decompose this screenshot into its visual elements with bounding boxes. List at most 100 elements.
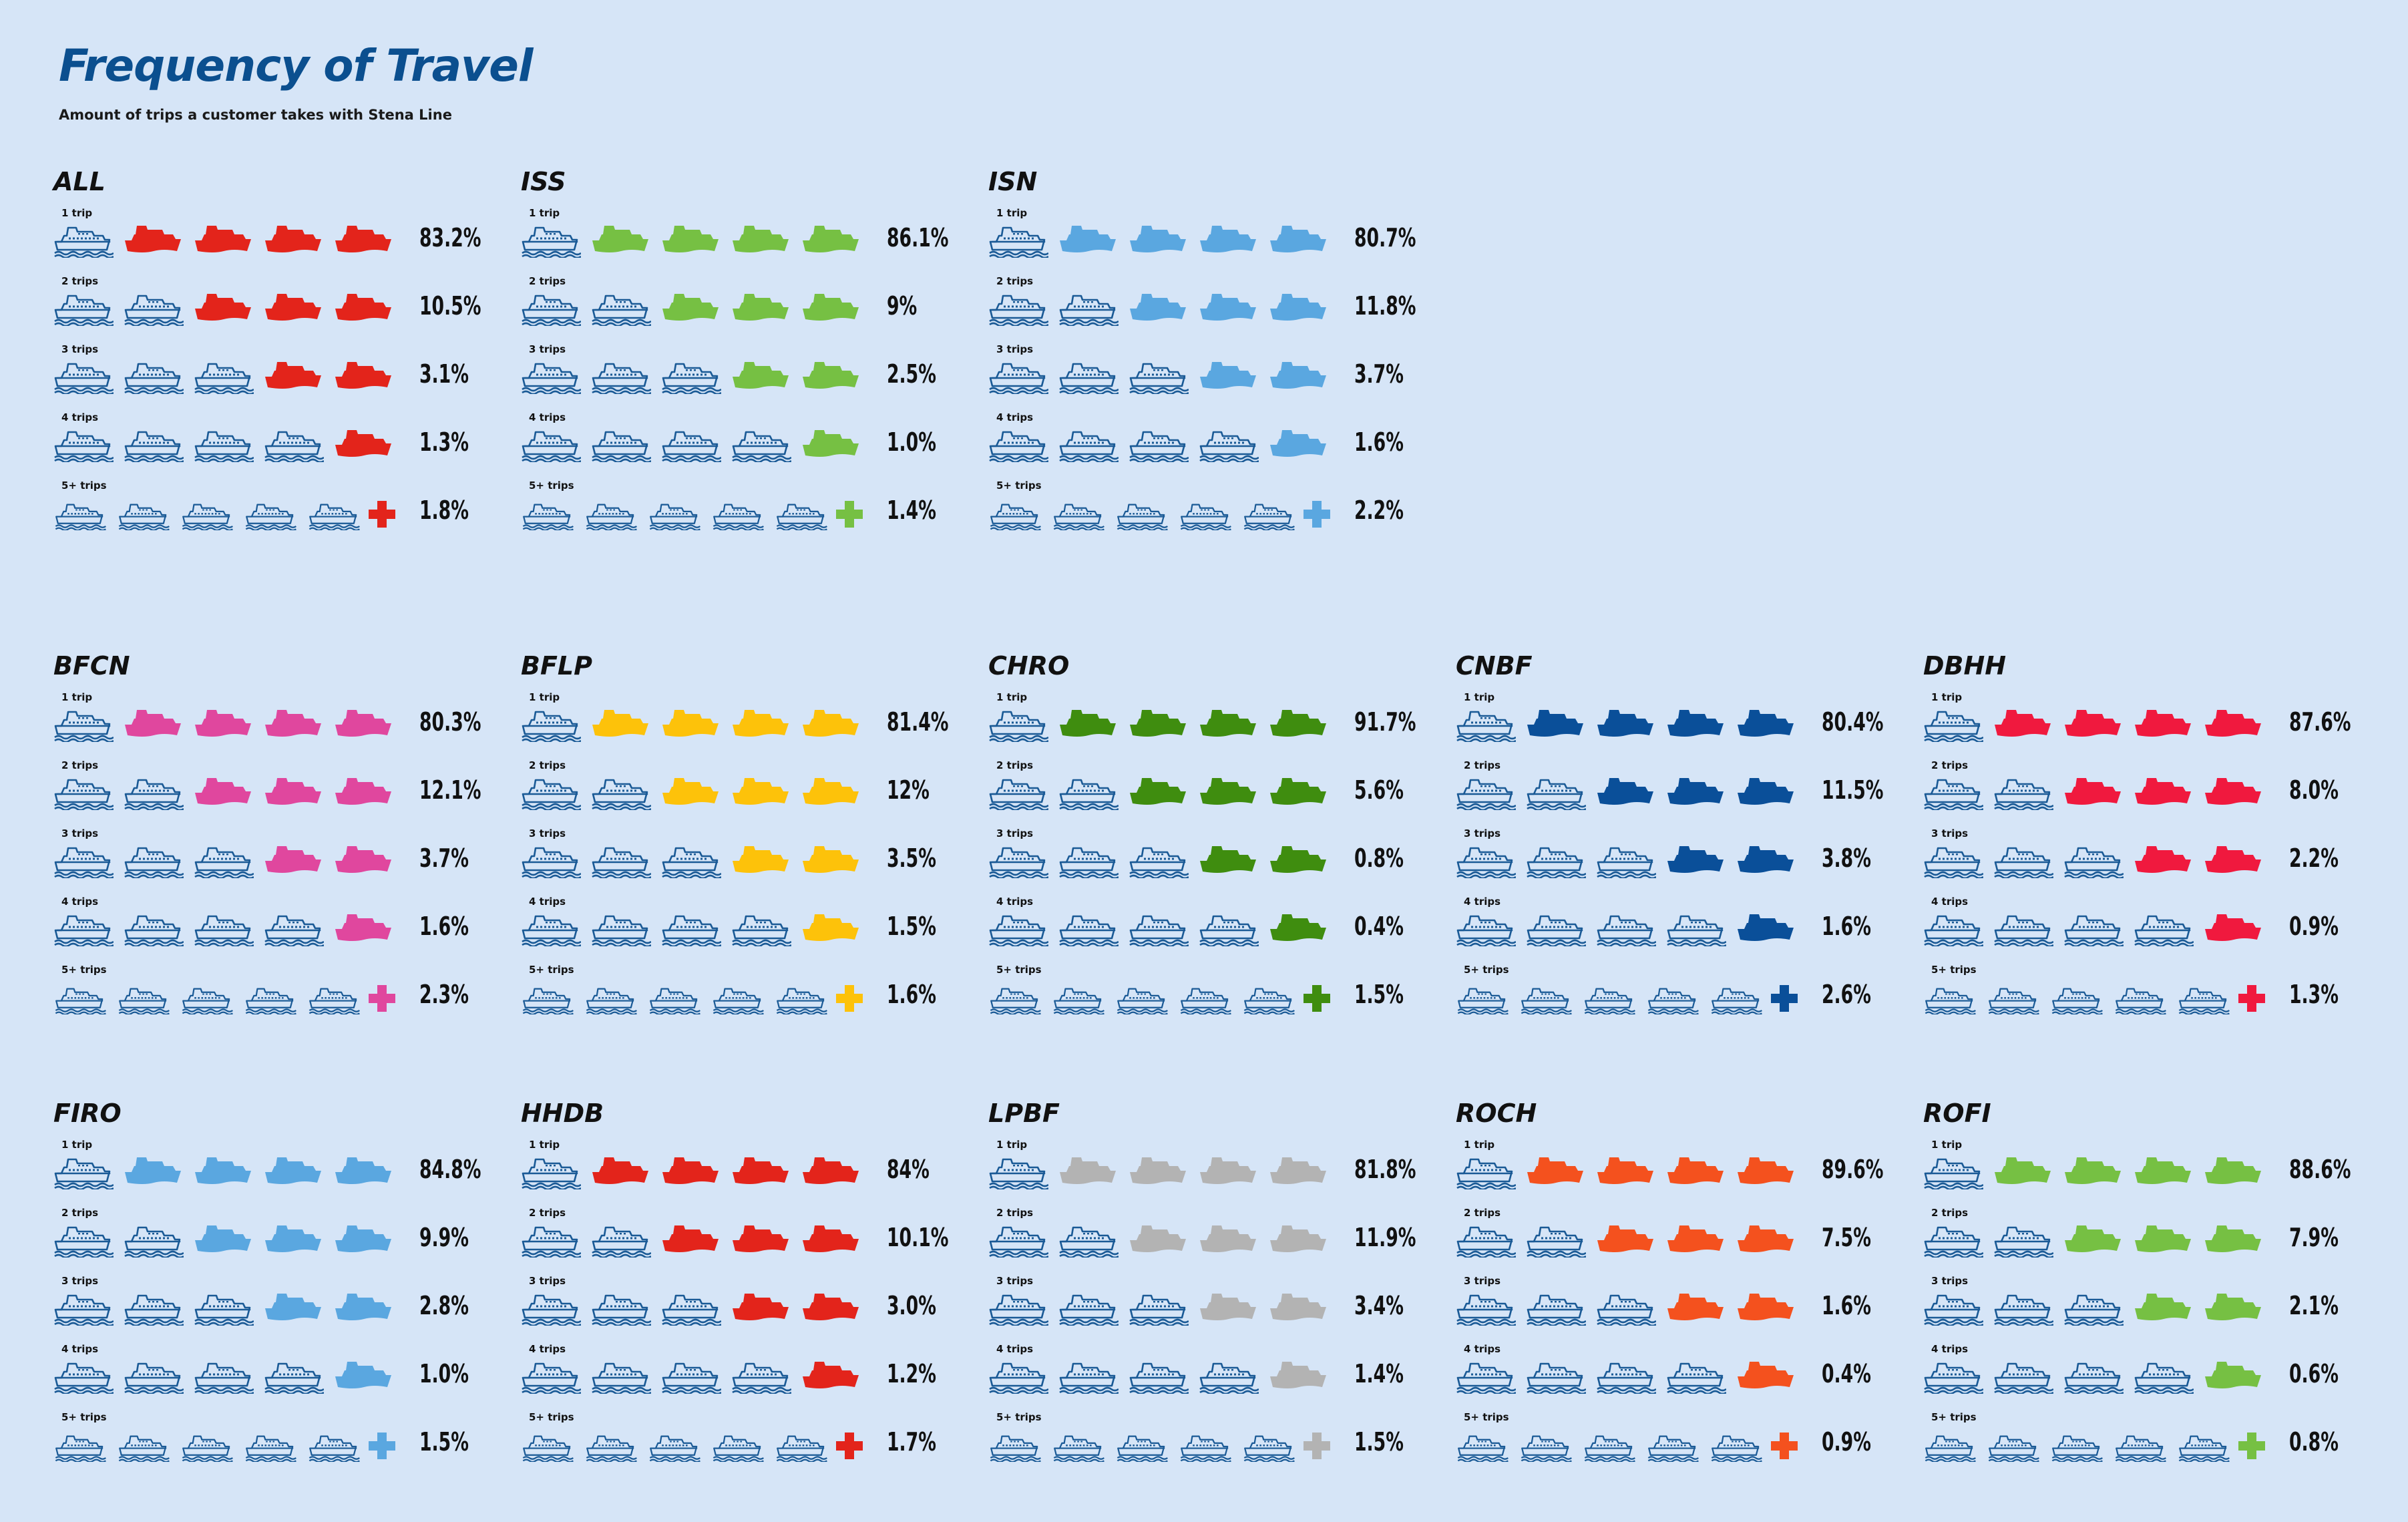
route-name: CNBF xyxy=(1456,651,1533,681)
ship-filled-icon xyxy=(1199,706,1259,742)
percent-value: 3.5% xyxy=(887,843,936,873)
percent-value: 10.1% xyxy=(887,1223,949,1252)
trip-label: 4 trips xyxy=(529,411,566,423)
trip-row: 2 trips 10.1% xyxy=(521,1207,982,1267)
ship-outline-icon xyxy=(521,426,582,463)
trip-row: 5+ trips xyxy=(988,1411,1449,1471)
percent-value: 10.5% xyxy=(419,291,481,321)
percent-value: 0.8% xyxy=(2289,1427,2339,1457)
percent-value: 81.4% xyxy=(887,707,949,737)
trip-row: 1 trip 83.2% xyxy=(53,207,514,267)
ship-filled-icon xyxy=(731,1290,791,1326)
route-panel-all: ALL 1 trip 83.2% 2 trips xyxy=(53,167,514,541)
ship-outline-icon xyxy=(1987,1431,2040,1463)
trip-row: 4 trips xyxy=(521,411,982,471)
ship-filled-icon xyxy=(801,426,861,462)
trip-label: 2 trips xyxy=(996,759,1034,771)
trip-label: 2 trips xyxy=(1464,1207,1501,1219)
ship-filled-icon xyxy=(1736,1358,1796,1394)
ship-filled-icon xyxy=(264,1290,324,1326)
ship-outline-icon xyxy=(264,426,325,463)
trip-row: 2 trips 10.5% xyxy=(53,275,514,335)
percent-value: 1.5% xyxy=(1354,980,1404,1009)
ship-filled-icon xyxy=(1058,222,1119,258)
ship-outline-icon xyxy=(1199,1358,1259,1395)
ship-outline-icon xyxy=(591,426,652,463)
ship-outline-icon xyxy=(1526,1221,1587,1259)
ship-outline-icon xyxy=(2134,1358,2194,1395)
trip-row: 3 trips 3.0 xyxy=(521,1275,982,1335)
trip-label: 5+ trips xyxy=(529,480,574,492)
ship-outline-icon xyxy=(591,910,652,948)
ship-outline-icon xyxy=(1058,842,1119,880)
route-name: BFCN xyxy=(53,651,130,681)
ship-filled-icon xyxy=(2063,706,2124,742)
ship-outline-icon xyxy=(180,1431,234,1463)
trip-row: 2 trips 8.0% xyxy=(1923,759,2384,819)
ship-outline-icon xyxy=(124,1290,184,1327)
ship-outline-icon xyxy=(117,984,170,1016)
percent-value: 80.3% xyxy=(419,707,481,737)
percent-value: 84.8% xyxy=(419,1155,481,1184)
ship-filled-icon xyxy=(1736,1221,1796,1258)
ship-outline-icon xyxy=(180,500,234,532)
ship-outline-icon xyxy=(53,774,114,811)
percent-value: 81.8% xyxy=(1354,1155,1416,1184)
ship-outline-icon xyxy=(117,1431,170,1463)
route-panel-bfcn: BFCN 1 trip 80.3% 2 trips xyxy=(53,651,514,1025)
ship-filled-icon xyxy=(731,290,791,326)
ship-outline-icon xyxy=(1456,774,1517,811)
ship-outline-icon xyxy=(194,910,254,948)
percent-value: 80.7% xyxy=(1354,223,1416,252)
route-panel-isn: ISN 1 trip 80.7% 2 trips xyxy=(988,167,1449,541)
percent-value: 89.6% xyxy=(1822,1155,1884,1184)
trip-label: 1 trip xyxy=(1464,1139,1495,1151)
ship-outline-icon xyxy=(711,500,765,532)
ship-filled-icon xyxy=(1526,1153,1586,1189)
trip-label: 4 trips xyxy=(61,1343,99,1355)
ship-outline-icon xyxy=(775,500,828,532)
ship-filled-icon xyxy=(801,1290,861,1326)
ship-outline-icon xyxy=(988,222,1049,259)
trip-label: 1 trip xyxy=(529,691,560,703)
ship-outline-icon xyxy=(1129,358,1189,395)
ship-outline-icon xyxy=(1596,1290,1657,1327)
route-panel-chro: CHRO 1 trip 91.7% 2 trips xyxy=(988,651,1449,1025)
trip-label: 1 trip xyxy=(996,691,1028,703)
ship-outline-icon xyxy=(1115,984,1169,1016)
plus-icon xyxy=(835,500,864,529)
ship-filled-icon xyxy=(264,222,324,258)
trip-label: 3 trips xyxy=(996,1275,1034,1287)
trip-label: 4 trips xyxy=(1464,896,1501,908)
ship-outline-icon xyxy=(53,1431,107,1463)
ship-outline-icon xyxy=(1666,910,1727,948)
trip-label: 5+ trips xyxy=(1931,1411,1977,1423)
ship-outline-icon xyxy=(591,774,652,811)
trip-label: 4 trips xyxy=(61,411,99,423)
route-panel-iss: ISS 1 trip 86.1% 2 trips xyxy=(521,167,982,541)
trip-label: 4 trips xyxy=(529,896,566,908)
ship-filled-icon xyxy=(264,774,324,810)
ship-filled-icon xyxy=(1269,842,1329,878)
ship-outline-icon xyxy=(53,1358,114,1395)
trip-label: 2 trips xyxy=(996,1207,1034,1219)
ship-outline-icon xyxy=(1242,984,1295,1016)
trip-row: 4 trips xyxy=(521,896,982,956)
trip-row: 2 trips 11.5% xyxy=(1456,759,1917,819)
ship-filled-icon xyxy=(2063,1221,2124,1258)
ship-filled-icon xyxy=(264,842,324,878)
trip-row: 2 trips 12.1% xyxy=(53,759,514,819)
ship-filled-icon xyxy=(2134,1290,2194,1326)
ship-outline-icon xyxy=(1058,358,1119,395)
percent-value: 3.7% xyxy=(1354,359,1404,389)
ship-filled-icon xyxy=(1058,706,1119,742)
ship-outline-icon xyxy=(731,1358,792,1395)
ship-filled-icon xyxy=(1129,290,1189,326)
percent-value: 2.3% xyxy=(419,980,469,1009)
ship-outline-icon xyxy=(307,500,361,532)
ship-filled-icon xyxy=(661,222,721,258)
ship-filled-icon xyxy=(1269,1221,1329,1258)
ship-outline-icon xyxy=(1526,910,1587,948)
ship-filled-icon xyxy=(2204,706,2264,742)
ship-outline-icon xyxy=(2114,1431,2167,1463)
